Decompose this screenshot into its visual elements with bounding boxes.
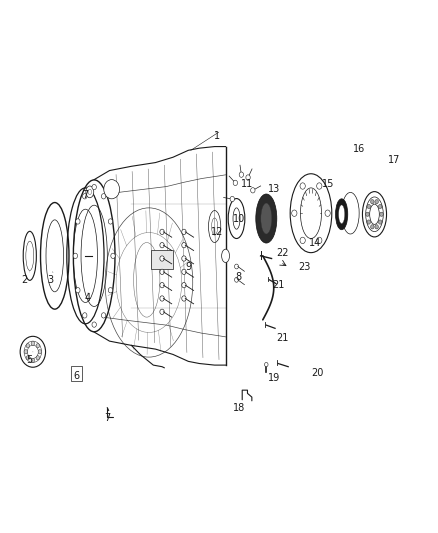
Ellipse shape [239, 172, 244, 177]
Text: 19: 19 [268, 374, 280, 383]
Circle shape [378, 204, 382, 208]
Ellipse shape [182, 256, 186, 261]
Text: 3: 3 [47, 275, 53, 285]
Ellipse shape [233, 180, 237, 185]
Text: 15: 15 [322, 179, 335, 189]
Text: 10: 10 [233, 214, 245, 223]
Circle shape [92, 184, 96, 190]
Circle shape [317, 237, 322, 244]
Circle shape [101, 193, 106, 199]
Ellipse shape [265, 362, 268, 367]
Circle shape [292, 210, 297, 216]
Circle shape [317, 183, 322, 189]
Text: 18: 18 [233, 403, 245, 413]
Circle shape [375, 225, 378, 229]
Text: 14: 14 [309, 238, 321, 247]
Text: 16: 16 [353, 144, 365, 154]
Circle shape [101, 313, 106, 318]
Circle shape [108, 288, 113, 293]
Ellipse shape [235, 264, 238, 269]
Text: 21: 21 [272, 280, 284, 290]
Text: 12: 12 [211, 227, 223, 237]
Text: 11: 11 [241, 179, 254, 189]
Circle shape [36, 356, 39, 360]
Circle shape [366, 212, 369, 216]
Ellipse shape [261, 203, 272, 234]
Circle shape [371, 199, 374, 204]
Circle shape [108, 219, 113, 224]
Circle shape [92, 322, 96, 327]
Circle shape [380, 212, 383, 216]
FancyBboxPatch shape [151, 250, 173, 269]
Ellipse shape [336, 199, 348, 230]
Bar [71, 366, 82, 381]
Circle shape [73, 253, 78, 259]
Ellipse shape [182, 296, 186, 301]
Text: 22: 22 [276, 248, 289, 258]
Ellipse shape [160, 256, 164, 261]
Ellipse shape [160, 269, 164, 274]
Ellipse shape [160, 229, 164, 235]
Text: 17: 17 [388, 155, 400, 165]
Circle shape [76, 219, 80, 224]
Ellipse shape [182, 229, 186, 235]
Ellipse shape [160, 296, 164, 301]
Text: 6: 6 [74, 371, 80, 381]
Text: 1: 1 [214, 131, 220, 141]
Text: 7: 7 [104, 414, 110, 423]
Circle shape [31, 341, 35, 345]
Text: 5: 5 [27, 355, 33, 365]
Ellipse shape [256, 194, 277, 243]
Circle shape [82, 193, 87, 199]
Ellipse shape [251, 188, 255, 193]
Ellipse shape [160, 309, 164, 314]
Circle shape [111, 253, 115, 259]
Circle shape [300, 237, 305, 244]
Ellipse shape [160, 282, 164, 288]
Text: 21: 21 [276, 334, 289, 343]
Ellipse shape [235, 277, 238, 282]
Circle shape [367, 204, 371, 208]
Circle shape [76, 287, 80, 293]
Ellipse shape [160, 243, 164, 248]
Text: 13: 13 [268, 184, 280, 194]
Circle shape [375, 199, 378, 204]
Ellipse shape [182, 269, 186, 274]
Circle shape [24, 350, 28, 354]
Circle shape [104, 180, 120, 199]
Text: 7: 7 [82, 190, 88, 199]
Text: 9: 9 [185, 262, 191, 271]
Circle shape [26, 344, 30, 348]
Circle shape [36, 344, 39, 348]
Circle shape [371, 225, 374, 229]
Circle shape [300, 183, 305, 189]
Circle shape [38, 350, 42, 354]
Circle shape [378, 220, 382, 224]
Text: 20: 20 [311, 368, 324, 378]
Circle shape [367, 220, 371, 224]
Ellipse shape [230, 196, 234, 201]
Ellipse shape [339, 205, 345, 224]
Circle shape [82, 313, 87, 318]
Text: 23: 23 [298, 262, 311, 271]
Ellipse shape [86, 186, 94, 198]
Ellipse shape [246, 175, 250, 180]
Circle shape [325, 210, 330, 216]
Ellipse shape [222, 249, 230, 263]
Ellipse shape [182, 243, 186, 248]
Ellipse shape [88, 189, 92, 195]
Text: 2: 2 [21, 275, 27, 285]
Text: 4: 4 [85, 294, 91, 303]
Text: 8: 8 [236, 272, 242, 282]
Circle shape [26, 356, 30, 360]
Circle shape [31, 358, 35, 362]
Ellipse shape [182, 282, 186, 288]
